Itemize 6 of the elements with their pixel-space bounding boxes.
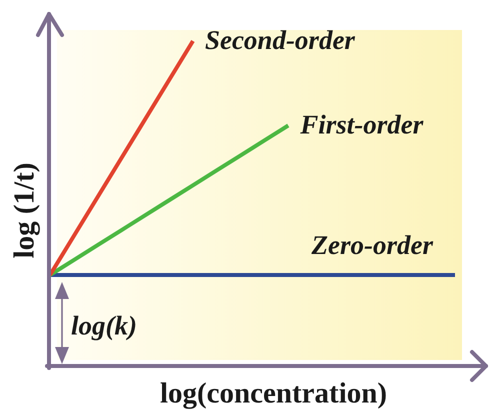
series-label: Zero-order [310, 230, 434, 260]
annotation: log(k) [71, 310, 137, 340]
y-axis-title: log (1/t) [8, 162, 40, 258]
series-label: First-order [299, 110, 424, 140]
x-axis-title: log(concentration) [160, 378, 388, 410]
series-label: Second-order [204, 25, 356, 55]
